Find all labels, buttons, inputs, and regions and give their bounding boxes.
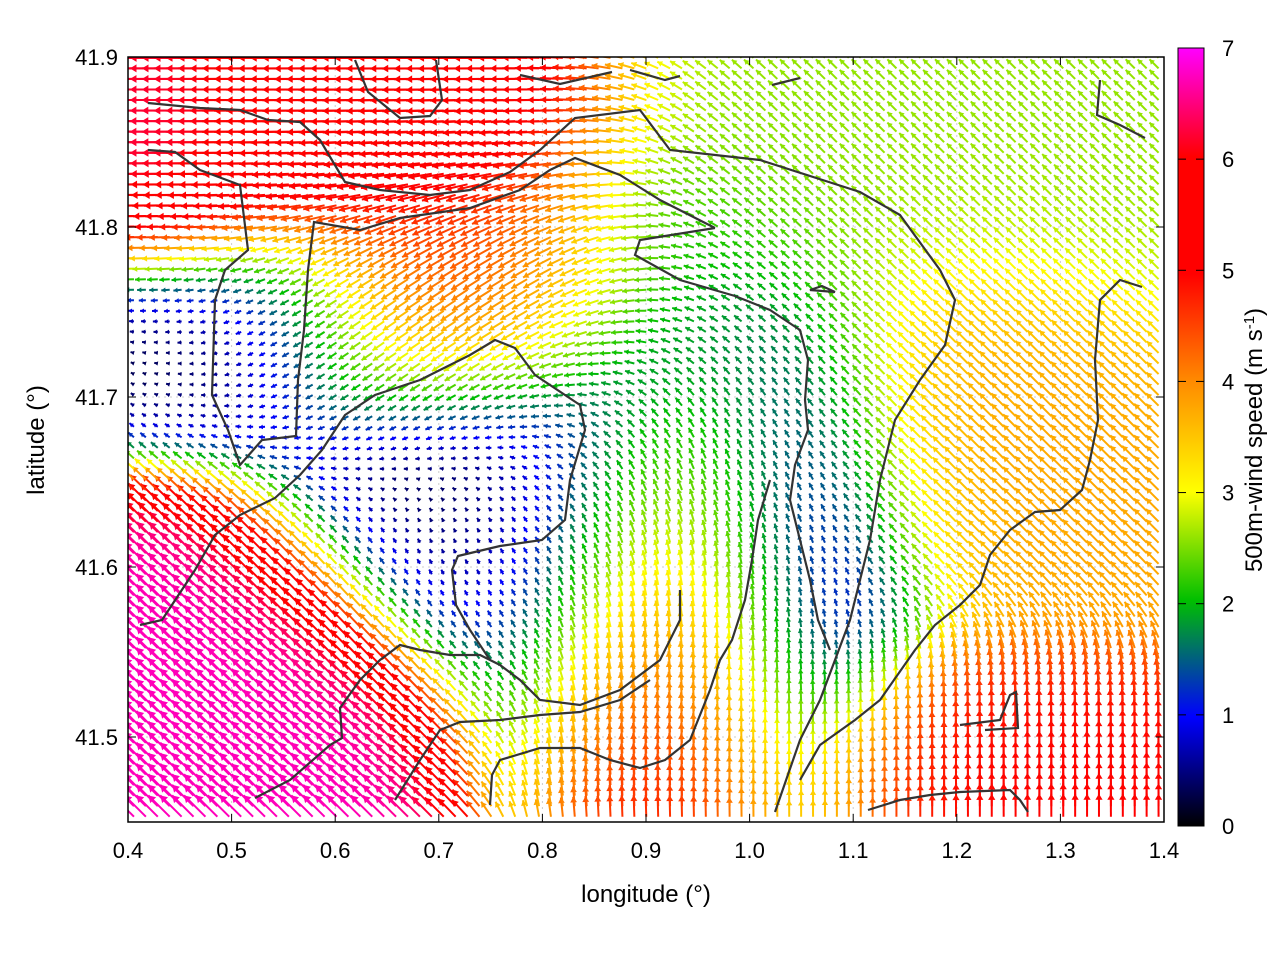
wind-arrow — [437, 787, 457, 807]
wind-arrow-head — [508, 770, 515, 777]
wind-arrow-head — [424, 797, 433, 805]
wind-arrow-shaft — [128, 788, 135, 797]
wind-arrow-head — [113, 669, 121, 677]
wind-arrow-head — [113, 700, 121, 708]
wind-arrow-head — [508, 801, 515, 808]
wind-arrow — [113, 795, 135, 818]
wind-arrow — [113, 764, 135, 786]
wind-arrow — [521, 789, 529, 807]
wind-arrow-shaft — [128, 777, 135, 786]
wind-arrow-head — [425, 776, 433, 785]
wind-arrow-head — [467, 770, 474, 777]
wind-arrow-head — [399, 765, 408, 773]
wind-arrow — [411, 785, 433, 807]
wind-arrow-head — [113, 606, 121, 614]
wind-arrow — [508, 780, 517, 797]
wind-arrow — [508, 790, 517, 807]
wind-arrow-head — [113, 616, 121, 624]
wind-arrow-head — [412, 796, 420, 805]
wind-arrow-head — [495, 791, 501, 798]
wind-arrow — [411, 796, 433, 818]
wind-arrow-head — [113, 595, 121, 603]
wind-arrow — [113, 774, 135, 797]
wind-arrow-head — [113, 795, 121, 803]
wind-arrow — [465, 800, 481, 818]
wind-arrow-head — [113, 637, 121, 645]
wind-arrow — [466, 790, 481, 807]
wind-arrow — [494, 791, 505, 807]
wind-arrow-head — [521, 769, 527, 776]
wind-arrow-head — [481, 781, 488, 788]
wind-arrow — [480, 770, 493, 786]
wind-arrow-shaft — [128, 798, 135, 807]
wind-arrow-head — [113, 658, 121, 666]
wind-arrow-head — [508, 780, 515, 787]
wind-arrow-head — [412, 776, 420, 784]
wind-arrow-head — [412, 786, 420, 794]
wind-arrow-head — [113, 711, 121, 719]
wind-arrow — [424, 766, 445, 786]
wind-arrow — [399, 774, 421, 797]
wind-arrow-head — [113, 679, 121, 687]
wind-arrow-head — [508, 791, 515, 798]
wind-arrow-head — [438, 798, 446, 806]
wind-arrow — [494, 801, 505, 818]
wind-arrow-head — [113, 690, 121, 698]
wind-arrow-head — [399, 796, 408, 804]
wind-arrow-head — [521, 790, 528, 797]
wind-arrow — [508, 800, 517, 818]
wind-arrow — [424, 786, 445, 807]
wind-arrow — [466, 780, 481, 797]
wind-vectors — [113, 57, 1163, 818]
wind-arrow — [437, 797, 457, 818]
wind-arrow-head — [113, 785, 121, 793]
wind-arrow-head — [466, 790, 473, 798]
wind-arrow-head — [495, 781, 501, 788]
wind-arrow-head — [495, 801, 501, 808]
wind-arrow-head — [481, 801, 487, 809]
wind-arrow — [521, 779, 529, 796]
wind-arrow-head — [481, 791, 487, 798]
wind-arrow — [438, 777, 457, 797]
wind-arrow-head — [438, 778, 446, 786]
wind-arrow-head — [113, 753, 121, 761]
wind-arrow — [494, 781, 505, 797]
wind-arrow-head — [438, 788, 446, 796]
wind-arrow — [466, 769, 481, 786]
wind-arrow — [438, 767, 457, 786]
wind-arrow-head — [113, 764, 121, 772]
wind-arrow — [508, 770, 517, 786]
wind-arrow-shaft — [128, 809, 135, 818]
wind-arrow-head — [495, 771, 501, 778]
wind-arrow-head — [113, 648, 121, 656]
wind-arrow-head — [481, 771, 488, 778]
wind-arrow — [494, 770, 505, 786]
wind-arrow-head — [521, 780, 528, 786]
wind-arrow-head — [113, 627, 121, 635]
wind-arrow — [424, 776, 445, 797]
wind-arrow-head — [467, 780, 474, 788]
wind-arrow — [424, 796, 445, 818]
wind-arrow — [113, 785, 135, 807]
wind-arrow-head — [399, 775, 408, 784]
wind-arrow — [411, 775, 433, 797]
wind-arrow-head — [425, 787, 433, 795]
wind-arrow-head — [425, 766, 433, 774]
wind-arrow — [521, 769, 529, 786]
wind-arrow-head — [439, 768, 447, 775]
wind-arrow-head — [113, 774, 121, 782]
wind-arrow-head — [466, 801, 473, 808]
wind-arrow — [480, 801, 493, 818]
